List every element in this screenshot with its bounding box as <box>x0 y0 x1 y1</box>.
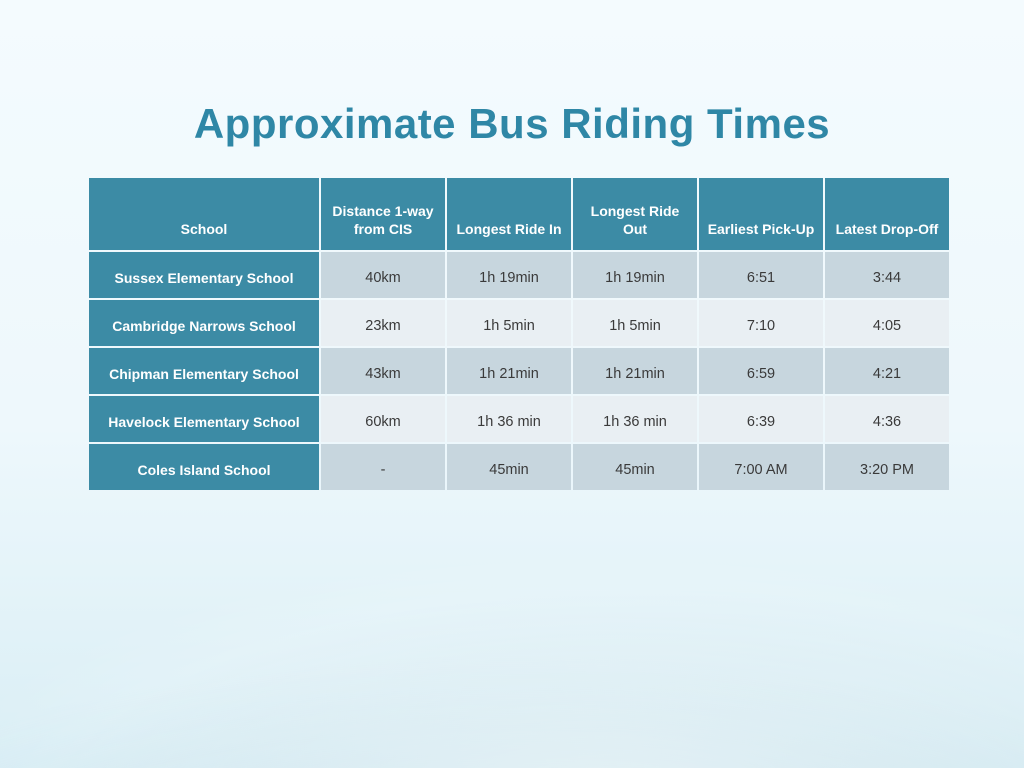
cell-distance: - <box>321 444 445 490</box>
cell-dropoff: 4:36 <box>825 396 949 442</box>
cell-ride-out: 1h 36 min <box>573 396 697 442</box>
cell-pickup: 7:00 AM <box>699 444 823 490</box>
col-school: School <box>89 178 319 250</box>
cell-distance: 43km <box>321 348 445 394</box>
cell-pickup: 6:59 <box>699 348 823 394</box>
col-ride-out: Longest Ride Out <box>573 178 697 250</box>
slide: Approximate Bus Riding Times School Dist… <box>0 0 1024 768</box>
table-header-row: School Distance 1-way from CIS Longest R… <box>89 178 949 250</box>
cell-pickup: 6:51 <box>699 252 823 298</box>
cell-ride-in: 1h 36 min <box>447 396 571 442</box>
cell-dropoff: 4:21 <box>825 348 949 394</box>
cell-distance: 23km <box>321 300 445 346</box>
table-row: Cambridge Narrows School 23km 1h 5min 1h… <box>89 300 949 346</box>
cell-dropoff: 3:20 PM <box>825 444 949 490</box>
col-dropoff: Latest Drop-Off <box>825 178 949 250</box>
row-school: Sussex Elementary School <box>89 252 319 298</box>
cell-dropoff: 4:05 <box>825 300 949 346</box>
cell-dropoff: 3:44 <box>825 252 949 298</box>
table-row: Chipman Elementary School 43km 1h 21min … <box>89 348 949 394</box>
cell-ride-in: 45min <box>447 444 571 490</box>
table-row: Sussex Elementary School 40km 1h 19min 1… <box>89 252 949 298</box>
col-ride-in: Longest Ride In <box>447 178 571 250</box>
row-school: Chipman Elementary School <box>89 348 319 394</box>
cell-pickup: 7:10 <box>699 300 823 346</box>
cell-distance: 60km <box>321 396 445 442</box>
col-distance: Distance 1-way from CIS <box>321 178 445 250</box>
table-row: Havelock Elementary School 60km 1h 36 mi… <box>89 396 949 442</box>
table-row: Coles Island School - 45min 45min 7:00 A… <box>89 444 949 490</box>
cell-ride-in: 1h 19min <box>447 252 571 298</box>
cell-ride-out: 45min <box>573 444 697 490</box>
row-school: Coles Island School <box>89 444 319 490</box>
cell-ride-in: 1h 21min <box>447 348 571 394</box>
col-pickup: Earliest Pick-Up <box>699 178 823 250</box>
background-wave-highlight <box>0 508 1024 768</box>
cell-distance: 40km <box>321 252 445 298</box>
row-school: Havelock Elementary School <box>89 396 319 442</box>
page-title: Approximate Bus Riding Times <box>0 0 1024 148</box>
background-wave <box>0 538 1024 768</box>
bus-times-table: School Distance 1-way from CIS Longest R… <box>87 176 951 492</box>
cell-ride-out: 1h 19min <box>573 252 697 298</box>
cell-ride-out: 1h 21min <box>573 348 697 394</box>
row-school: Cambridge Narrows School <box>89 300 319 346</box>
cell-ride-in: 1h 5min <box>447 300 571 346</box>
cell-ride-out: 1h 5min <box>573 300 697 346</box>
bus-times-table-wrap: School Distance 1-way from CIS Longest R… <box>87 176 937 492</box>
cell-pickup: 6:39 <box>699 396 823 442</box>
